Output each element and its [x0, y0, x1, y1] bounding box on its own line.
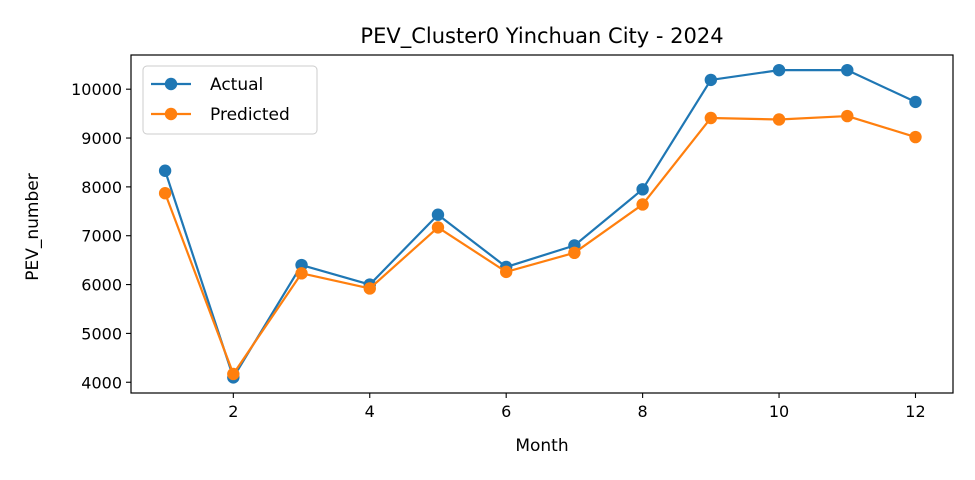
data-point-predicted — [841, 109, 854, 123]
axes-frame — [130, 54, 954, 394]
x-tick-label: 8 — [638, 402, 648, 421]
data-point-predicted — [499, 265, 513, 279]
y-tick-label: 5000 — [81, 324, 122, 343]
x-tick-label: 6 — [501, 402, 511, 421]
data-point-actual — [772, 63, 786, 77]
data-point-actual — [431, 208, 445, 221]
data-point-actual — [158, 164, 172, 177]
series-line-actual — [164, 69, 916, 379]
data-point-predicted — [772, 113, 786, 126]
y-tick-label: 9000 — [81, 129, 122, 148]
y-tick-label: 8000 — [81, 178, 122, 197]
x-tick-label: 4 — [365, 402, 375, 421]
x-tick-label: 2 — [228, 402, 238, 421]
legend-marker-predicted — [164, 107, 178, 121]
legend-label-actual: Actual — [210, 75, 263, 95]
data-point-predicted — [227, 367, 240, 381]
y-axis-label: PEV_number — [23, 173, 43, 280]
data-point-actual — [841, 63, 854, 77]
series-line-predicted — [164, 114, 916, 376]
data-point-actual — [704, 73, 718, 87]
legend: Actual Predicted — [142, 65, 318, 135]
chart-title: PEV_Cluster0 Yinchuan City - 2024 — [360, 24, 723, 49]
x-tick-label: 10 — [769, 402, 789, 421]
data-point-predicted — [909, 130, 922, 144]
y-tick-label: 10000 — [71, 80, 122, 99]
data-point-predicted — [158, 187, 172, 200]
x-tick-label: 12 — [905, 402, 925, 421]
data-point-predicted — [568, 246, 581, 260]
data-point-actual — [636, 183, 649, 196]
plot-area: 2 4 6 8 10 12 4000 5000 6000 7000 8000 9000 10000 — [71, 54, 954, 421]
data-point-predicted — [363, 282, 376, 295]
data-point-predicted — [295, 267, 308, 280]
data-point-predicted — [704, 111, 718, 125]
data-point-predicted — [431, 221, 445, 234]
data-point-predicted — [636, 198, 649, 211]
y-tick-label: 4000 — [81, 373, 122, 392]
x-axis-label: Month — [515, 436, 568, 456]
legend-marker-actual — [164, 77, 178, 91]
y-tick-label: 7000 — [81, 227, 122, 246]
data-point-actual — [909, 95, 922, 109]
y-tick-label: 6000 — [81, 276, 122, 295]
legend-label-predicted: Predicted — [210, 105, 290, 125]
